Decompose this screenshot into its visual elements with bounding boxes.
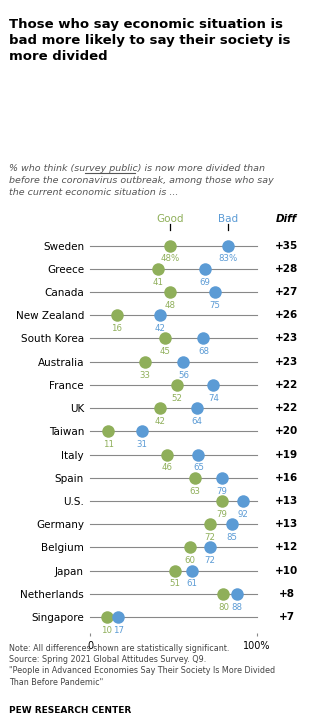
Text: 61: 61 — [186, 579, 197, 588]
Text: +26: +26 — [275, 310, 298, 320]
Text: +10: +10 — [275, 566, 298, 576]
Text: +35: +35 — [275, 240, 298, 250]
Text: 42: 42 — [155, 324, 166, 333]
Text: +7: +7 — [278, 612, 295, 622]
Text: 48: 48 — [165, 301, 175, 310]
Text: 56: 56 — [178, 371, 189, 379]
Text: 72: 72 — [205, 556, 215, 565]
Text: 65: 65 — [193, 464, 204, 472]
Text: +12: +12 — [275, 542, 298, 553]
Text: 72: 72 — [205, 533, 215, 542]
Text: 74: 74 — [208, 394, 219, 403]
Text: 69: 69 — [200, 277, 210, 287]
Text: +22: +22 — [275, 380, 298, 390]
Text: 79: 79 — [216, 510, 227, 519]
Text: +13: +13 — [275, 496, 298, 506]
Text: 16: 16 — [111, 324, 122, 333]
Text: Those who say economic situation is
bad more likely to say their society is
more: Those who say economic situation is bad … — [9, 18, 291, 63]
Text: Bad: Bad — [218, 213, 238, 223]
Text: 88: 88 — [231, 603, 242, 612]
Text: 42: 42 — [155, 417, 166, 426]
Text: 60: 60 — [184, 556, 196, 565]
Text: +20: +20 — [275, 427, 298, 436]
Text: 48%: 48% — [161, 254, 180, 264]
Text: +22: +22 — [275, 403, 298, 413]
Text: 79: 79 — [216, 486, 227, 496]
Text: 68: 68 — [198, 347, 209, 356]
Text: Diff: Diff — [276, 213, 297, 223]
Text: 11: 11 — [103, 440, 114, 449]
Text: 52: 52 — [171, 394, 182, 403]
Text: +16: +16 — [275, 472, 298, 483]
Text: +8: +8 — [279, 589, 294, 599]
Text: +13: +13 — [275, 519, 298, 529]
Text: +19: +19 — [275, 450, 298, 459]
Text: Note: All differences shown are statistically significant.
Source: Spring 2021 G: Note: All differences shown are statisti… — [9, 644, 275, 687]
Text: 31: 31 — [136, 440, 147, 449]
Text: 33: 33 — [140, 371, 151, 379]
Text: 41: 41 — [153, 277, 164, 287]
Text: +27: +27 — [275, 287, 298, 297]
Text: 85: 85 — [226, 533, 237, 542]
Text: 17: 17 — [113, 626, 124, 635]
Text: +23: +23 — [275, 357, 298, 367]
Text: 51: 51 — [170, 579, 181, 588]
Text: PEW RESEARCH CENTER: PEW RESEARCH CENTER — [9, 706, 131, 715]
Text: % who think (survey public) is now more divided than
before the coronavirus outb: % who think (survey public) is now more … — [9, 164, 274, 197]
Text: 92: 92 — [238, 510, 249, 519]
Text: 45: 45 — [160, 347, 171, 356]
Text: 46: 46 — [161, 464, 172, 472]
Text: +23: +23 — [275, 333, 298, 344]
Text: +28: +28 — [275, 264, 298, 274]
Text: 63: 63 — [190, 486, 201, 496]
Text: Good: Good — [156, 213, 184, 223]
Text: 80: 80 — [218, 603, 229, 612]
Text: 75: 75 — [210, 301, 221, 310]
Text: 64: 64 — [191, 417, 202, 426]
Text: 10: 10 — [101, 626, 112, 635]
Text: 83%: 83% — [219, 254, 238, 264]
